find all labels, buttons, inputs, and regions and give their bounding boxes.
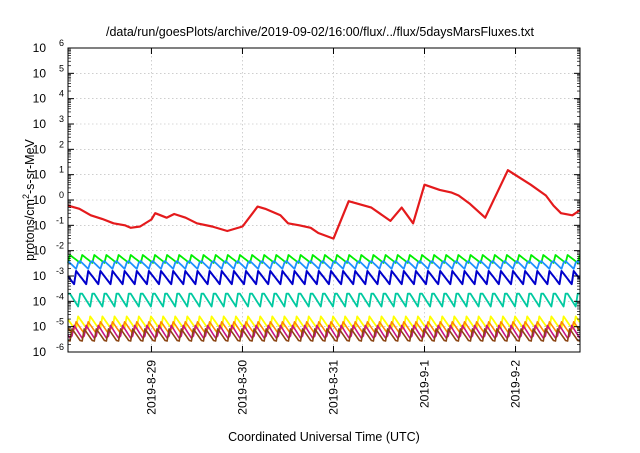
y-tick-exponent: -2 [56,241,64,251]
y-tick-label: 10 [33,345,47,359]
grid-lines [68,48,580,352]
y-axis-label-suffix: -s-sr-MeV [23,138,37,194]
channel-band-7 [67,324,581,339]
channel-band-2 [67,260,581,270]
y-tick-exponent: -3 [56,266,64,276]
y-tick-exponent: -4 [56,291,64,301]
y-tick-exponent: -5 [56,317,64,327]
plot-frame [67,47,581,353]
channel-band-8 [67,328,580,342]
x-tick-label: 2019-8-29 [144,360,158,415]
y-tick-exponent: 4 [59,89,64,99]
channel-band-5 [67,315,581,330]
x-axis: 2019-8-29 2019-8-30 2019-8-31 2019-9-1 2019-… [144,48,523,415]
channel-band-4 [68,292,580,308]
flux-series [67,169,581,240]
y-tick-exponent: 5 [59,63,64,73]
y-tick-label: 10 [33,142,47,156]
channel-band-3 [67,270,581,286]
series-line-1 [67,169,581,240]
y-tick-label: 10 [33,244,47,258]
y-tick-exponent: -6 [56,342,64,352]
y-tick-label: 10 [33,269,47,283]
y-tick-exponent: -1 [56,215,64,225]
x-tick-label: 2019-9-2 [509,360,523,408]
y-tick-exponent: 3 [59,114,64,124]
x-tick-label: 2019-9-1 [418,360,432,408]
y-tick-label: 10 [33,168,47,182]
y-tick-label: 10 [33,193,47,207]
y-tick-exponent: 6 [59,38,64,48]
x-axis-label: Coordinated Universal Time (UTC) [228,430,420,444]
y-tick-label: 10 [33,117,47,131]
y-tick-label: 10 [33,294,47,308]
y-axis-label-sup: 2 [21,194,31,199]
y-axis: 10 -6 10 -5 10 -4 10 -3 10 -2 10 -1 10 0 10 1 10 2 10 3 10 4 1… [33,38,580,359]
y-tick-exponent: 2 [59,139,64,149]
y-axis-label-prefix: protons/cm [23,199,37,261]
y-tick-exponent: 1 [59,165,64,175]
y-tick-label: 10 [33,41,47,55]
y-tick-label: 10 [33,218,47,232]
y-tick-label: 10 [33,66,47,80]
chart-title: /data/run/goesPlots/archive/2019-09-02/1… [106,25,535,39]
y-tick-label: 10 [33,320,47,334]
y-tick-label: 10 [33,92,47,106]
channel-band-6 [67,321,581,335]
low-energy-channels [67,254,581,342]
x-tick-label: 2019-8-30 [235,360,249,415]
y-tick-exponent: 0 [59,190,64,200]
y-axis-label: protons/cm2-s-sr-MeV [21,138,37,260]
x-tick-label: 2019-8-31 [326,360,340,415]
